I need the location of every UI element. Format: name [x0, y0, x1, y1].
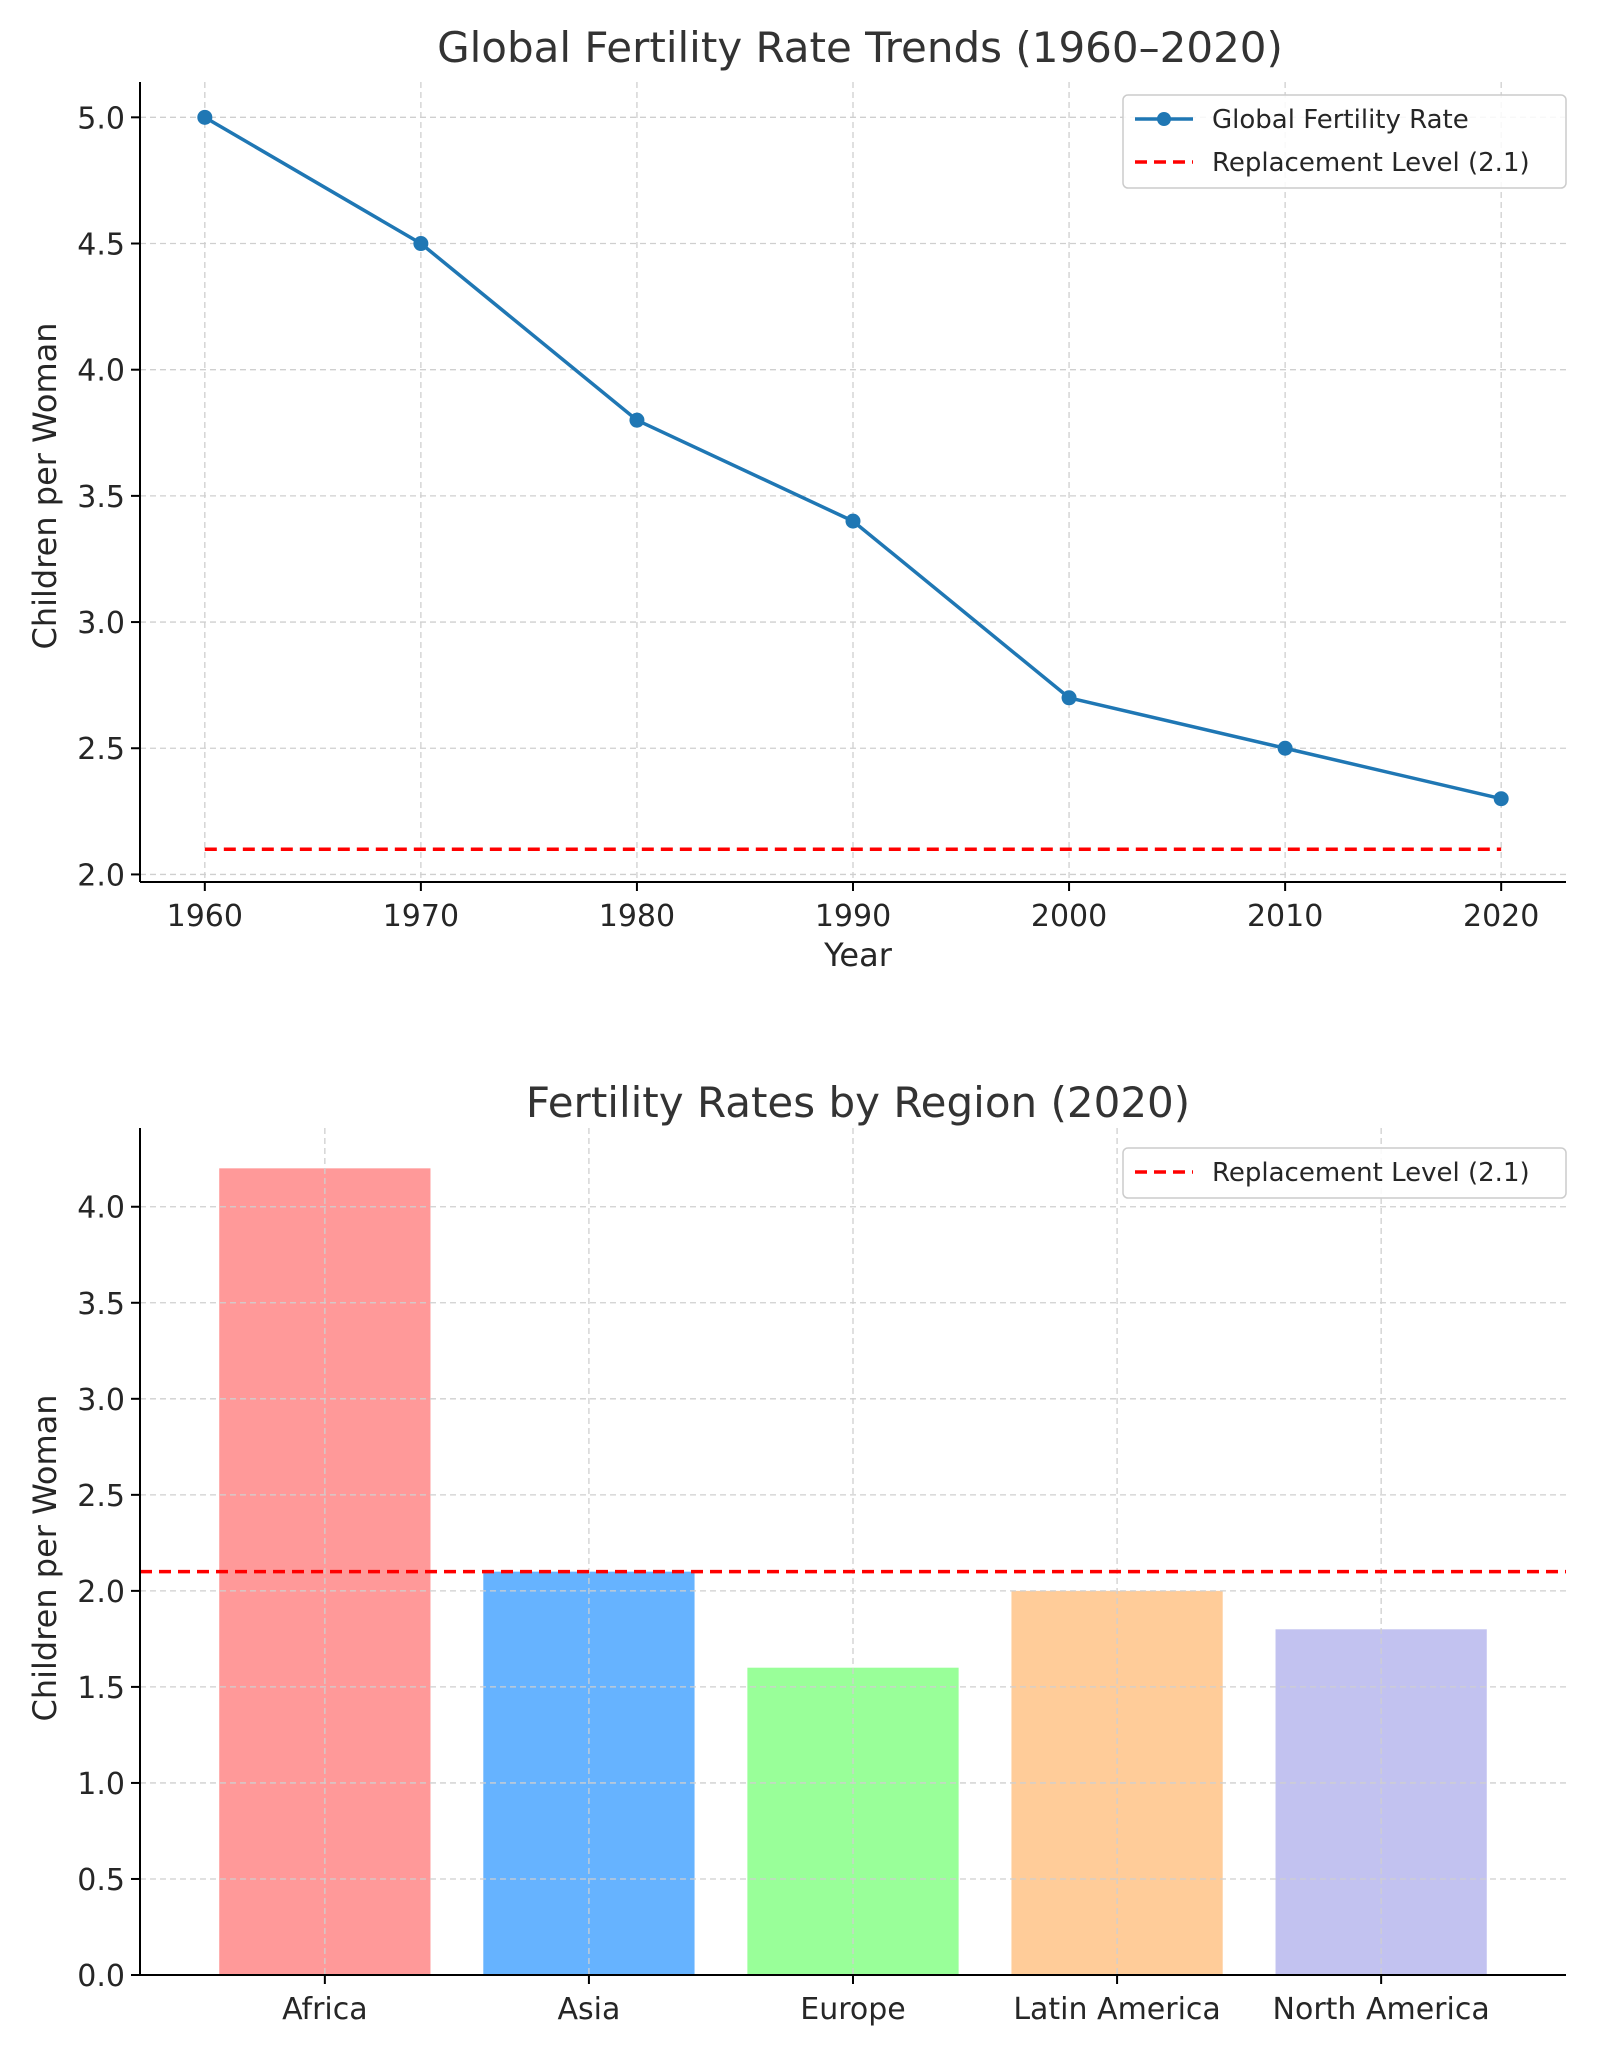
x-axis-label: Year	[823, 936, 893, 974]
ticks: Africa Asia Europe Latin America North Ameri…	[77, 1191, 1489, 2027]
grid	[140, 1128, 1566, 1976]
line-chart: Global Fertility Rate Trends (1960–2020)…	[26, 23, 1567, 974]
x-tick-label: Asia	[557, 1992, 620, 2027]
x-tick-label: Latin America	[1013, 1992, 1221, 2027]
legend-marker-swatch	[1157, 112, 1171, 126]
data-point	[845, 513, 861, 529]
data-point	[197, 109, 213, 125]
x-tick-label: 1990	[815, 899, 891, 934]
x-tick-label: 1980	[599, 899, 675, 934]
data-point	[1061, 690, 1077, 706]
legend-box	[1122, 1147, 1567, 1199]
x-tick-label: 2000	[1031, 899, 1107, 934]
y-axis-label: Children per Woman	[26, 322, 64, 649]
y-tick-label: 4.5	[77, 228, 125, 263]
ticks: 1960 1970 1980 1990 2000 2010 2020 2.0 2.5 3.0 3.5…	[77, 101, 1539, 934]
y-tick-label: 3.5	[77, 480, 125, 515]
series-layer	[197, 109, 1509, 851]
y-tick-label: 0.5	[77, 1863, 125, 1898]
y-tick-label: 1.0	[77, 1767, 125, 1802]
y-tick-label: 1.5	[77, 1671, 125, 1706]
grid	[140, 82, 1566, 882]
data-point	[629, 412, 645, 428]
y-tick-label: 4.0	[77, 1191, 125, 1226]
y-tick-label: 3.0	[77, 606, 125, 641]
legend-box	[1122, 94, 1567, 189]
y-tick-label: 2.5	[77, 732, 125, 767]
y-tick-label: 2.5	[77, 1479, 125, 1514]
chart-title: Fertility Rates by Region (2020)	[526, 1078, 1190, 1127]
bar-chart: Fertility Rates by Region (2020) Africa A…	[26, 1078, 1567, 2027]
y-axis-label: Children per Woman	[26, 1394, 64, 1721]
y-tick-label: 5.0	[77, 101, 125, 136]
y-tick-label: 0.0	[77, 1959, 125, 1994]
y-tick-label: 2.0	[77, 858, 125, 893]
chart-title: Global Fertility Rate Trends (1960–2020)	[437, 23, 1283, 72]
legend: Replacement Level (2.1)	[1122, 1147, 1567, 1199]
data-point	[413, 236, 429, 252]
x-tick-label: 2010	[1247, 899, 1323, 934]
legend-entry-replacement-level: Replacement Level (2.1)	[1212, 148, 1530, 178]
legend: Global Fertility Rate Replacement Level …	[1122, 94, 1567, 189]
y-tick-label: 4.0	[77, 354, 125, 389]
x-tick-label: North America	[1273, 1992, 1490, 2027]
data-point	[1493, 791, 1509, 807]
data-point	[1277, 740, 1293, 756]
x-tick-label: 2020	[1463, 899, 1539, 934]
x-tick-label: Europe	[800, 1992, 906, 2027]
y-tick-label: 3.0	[77, 1383, 125, 1418]
x-tick-label: 1960	[167, 899, 243, 934]
legend-entry-replacement-level: Replacement Level (2.1)	[1212, 1158, 1530, 1188]
y-tick-label: 2.0	[77, 1575, 125, 1610]
legend-entry-global-fertility-rate: Global Fertility Rate	[1212, 105, 1469, 135]
x-tick-label: Africa	[282, 1992, 368, 2027]
x-tick-label: 1970	[383, 899, 459, 934]
y-tick-label: 3.5	[77, 1287, 125, 1322]
